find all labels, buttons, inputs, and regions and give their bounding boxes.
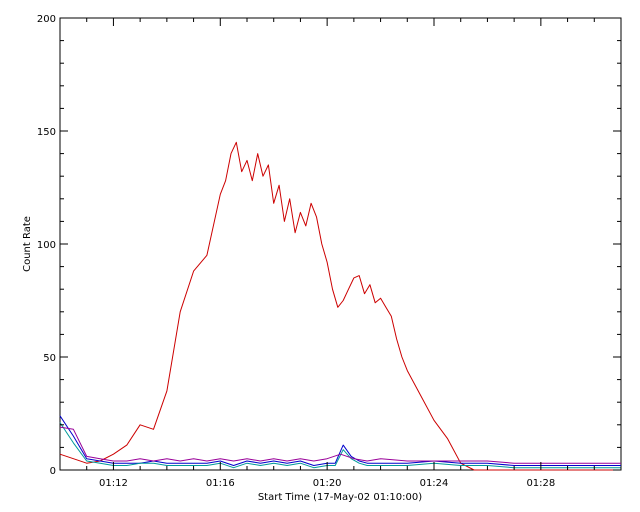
y-tick-label: 50 [43, 353, 56, 364]
x-tick-label: 01:24 [420, 478, 449, 489]
series-line-3 [59, 422, 621, 469]
plot-frame [59, 17, 622, 471]
x-tick-label: 01:12 [99, 478, 128, 489]
y-tick-label: 150 [37, 127, 56, 138]
series-line-2 [59, 415, 621, 466]
y-axis-ticks: 0 50 100 150 200 [37, 14, 621, 477]
x-tick-label: 01:16 [206, 478, 235, 489]
x-tick-label: 01:28 [526, 478, 555, 489]
y-axis-label: Count Rate [22, 216, 33, 272]
x-tick-label: 01:20 [313, 478, 342, 489]
series-layer [59, 141, 621, 471]
x-axis-label: Start Time (17-May-02 01:10:00) [258, 492, 422, 503]
y-tick-label: 0 [50, 466, 56, 477]
series-line-4 [59, 426, 621, 464]
series-line-1 [59, 141, 621, 471]
y-tick-label: 200 [37, 14, 56, 25]
x-axis-ticks: 01:12 01:16 01:20 01:24 01:28 [59, 18, 622, 489]
y-tick-label: 100 [37, 240, 56, 251]
